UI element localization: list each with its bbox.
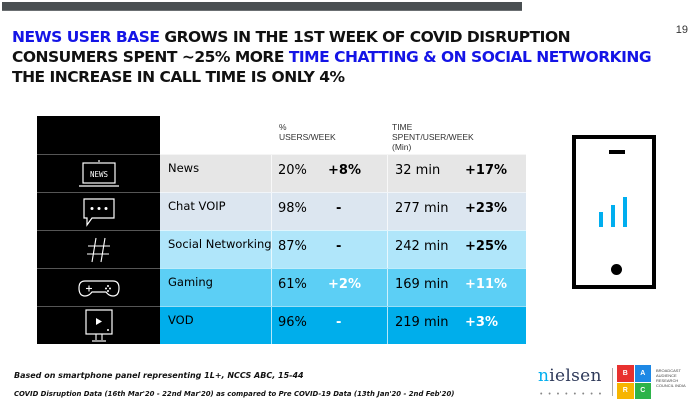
nielsen-logo: nielsen: [538, 366, 602, 386]
icon-cell-chat: [37, 192, 160, 230]
column-divider: [387, 269, 388, 307]
table-row: News 20% +8% 32 min +17%: [160, 154, 526, 193]
barc-tile: A: [634, 365, 651, 382]
headline-line-1: NEWS USER BASE GROWS IN THE 1ST WEEK OF …: [12, 27, 651, 47]
table-row: VOD 96% - 219 min +3%: [160, 306, 526, 345]
table-row: Social Networking 87% - 242 min +25%: [160, 230, 526, 269]
nielsen-logo-rest: ielsen: [549, 366, 602, 386]
row-time-change: +17%: [465, 163, 508, 178]
row-category: VOD: [168, 313, 194, 327]
row-category: Social Networking: [168, 237, 272, 251]
logo-divider: [612, 368, 613, 396]
header-time-spent: TIME SPENT/USER/WEEK (Min): [392, 122, 474, 152]
headline-highlight-1: NEWS USER BASE: [12, 28, 160, 46]
row-category: Chat VOIP: [168, 199, 226, 213]
signal-bar-2: [611, 205, 615, 227]
column-divider: [387, 155, 388, 193]
row-users: 98%: [278, 201, 307, 216]
barc-tile: B: [617, 365, 634, 382]
row-time: 277 min: [395, 201, 449, 216]
row-category: Gaming: [168, 275, 213, 289]
row-users-change: -: [336, 239, 342, 254]
row-category: News: [168, 161, 200, 175]
footnote-panel: Based on smartphone panel representing 1…: [14, 371, 304, 380]
headline-line-3: THE INCREASE IN CALL TIME IS ONLY 4%: [12, 68, 345, 86]
top-bar: [2, 2, 522, 11]
column-divider: [271, 269, 272, 307]
row-time: 32 min: [395, 163, 441, 178]
nielsen-logo-n: n: [538, 366, 550, 386]
chat-icon: [82, 197, 115, 227]
column-divider: [387, 193, 388, 231]
row-time: 219 min: [395, 315, 449, 330]
column-divider: [271, 155, 272, 193]
column-divider: [387, 307, 388, 345]
column-divider: [271, 307, 272, 345]
smartphone-icon: [572, 135, 656, 289]
column-divider: [271, 231, 272, 269]
headline-line-2: CONSUMERS SPENT ~25% MORE TIME CHATTING …: [12, 47, 652, 67]
signal-bar-1: [599, 212, 603, 227]
barc-logo-text: BROADCAST AUDIENCE RESEARCH COUNCIL INDI…: [656, 368, 686, 388]
headline-highlight-2: TIME CHATTING & ON SOCIAL NETWORKING: [288, 48, 652, 66]
barc-tile: C: [634, 382, 651, 399]
icon-cell-hashtag: [37, 230, 160, 268]
row-users: 96%: [278, 315, 307, 330]
headline: NEWS USER BASE GROWS IN THE 1ST WEEK OF …: [12, 27, 652, 87]
headline-text-2: CONSUMERS SPENT ~25% MORE: [12, 48, 289, 66]
barc-tile: R: [617, 382, 634, 399]
header-users-per-week: % USERS/WEEK: [279, 122, 336, 142]
row-users: 20%: [278, 163, 307, 178]
row-users-change: +8%: [328, 163, 361, 178]
column-divider: [271, 193, 272, 231]
row-users: 61%: [278, 277, 307, 292]
column-divider: [387, 231, 388, 269]
headline-text-1: GROWS IN THE 1ST WEEK OF COVID DISRUPTIO…: [159, 28, 571, 46]
phone-home-button: [611, 264, 622, 275]
nielsen-dots: • • • • • • • •: [540, 391, 604, 398]
row-users-change: -: [336, 315, 342, 330]
table-row: Gaming 61% +2% 169 min +11%: [160, 268, 526, 307]
footnote-dates: COVID Disruption Data (16th Mar'20 - 22n…: [14, 390, 455, 398]
video-screen-icon: [84, 308, 113, 342]
icon-cell-video: [37, 306, 160, 344]
row-time-change: +25%: [465, 239, 508, 254]
news-icon: NEWS: [78, 159, 119, 187]
row-time-change: +11%: [465, 277, 508, 292]
row-time-change: +3%: [465, 315, 498, 330]
page-number: 19: [675, 24, 688, 36]
hashtag-icon: [86, 237, 110, 262]
phone-speaker: [609, 150, 625, 154]
row-time: 169 min: [395, 277, 449, 292]
row-users-change: +2%: [328, 277, 361, 292]
icon-cell-gamepad: [37, 268, 160, 306]
row-time: 242 min: [395, 239, 449, 254]
svg-text:NEWS: NEWS: [89, 170, 108, 179]
row-users-change: -: [336, 201, 342, 216]
row-users: 87%: [278, 239, 307, 254]
icon-column: NEWS: [37, 116, 160, 344]
header-time-line-1: TIME SPENT/USER/WEEK: [392, 122, 474, 142]
gamepad-icon: [77, 279, 120, 297]
row-time-change: +23%: [465, 201, 508, 216]
table-row: Chat VOIP 98% - 277 min +23%: [160, 192, 526, 231]
signal-bar-3: [623, 197, 627, 227]
icon-cell-news: NEWS: [37, 154, 160, 192]
header-time-line-2: (Min): [392, 142, 412, 152]
